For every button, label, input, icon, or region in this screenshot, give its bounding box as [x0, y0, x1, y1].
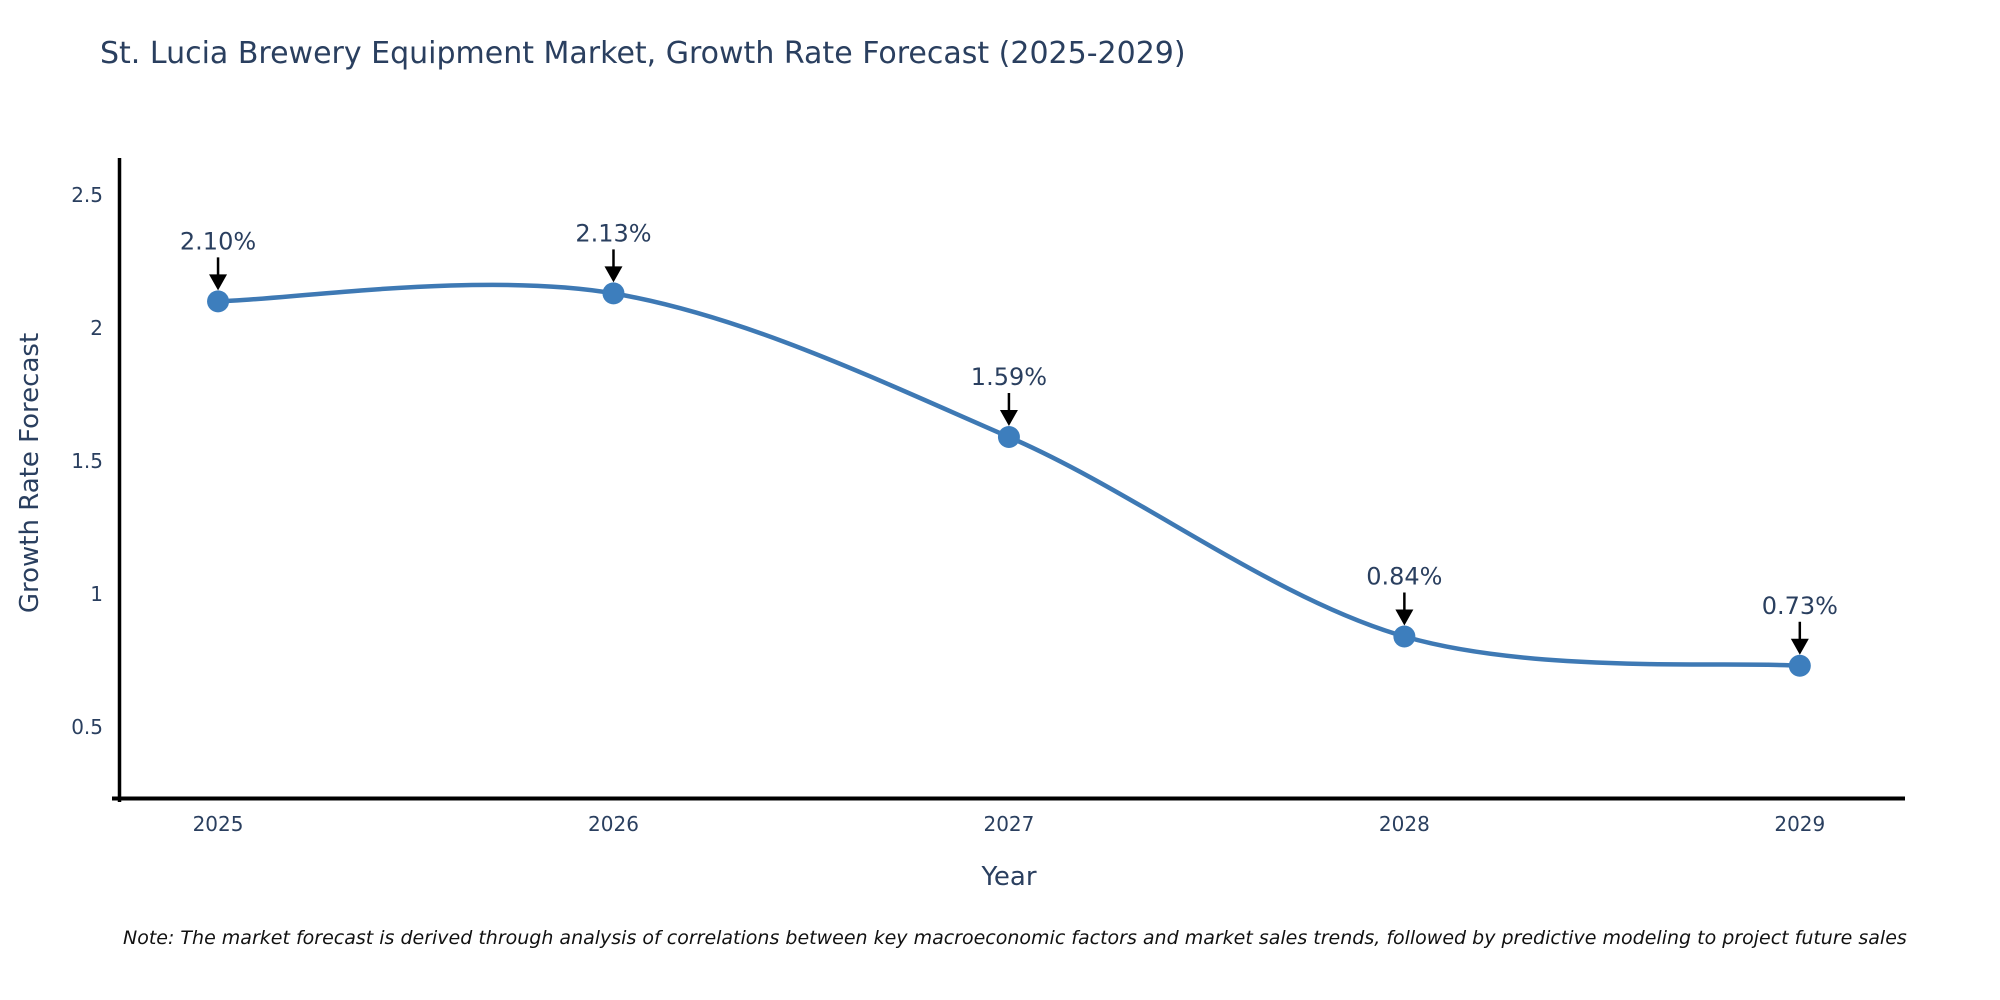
plot-area: 0.5 1 1.5 2 2.5 2025 2026 2027 2028 2029 2.10% 2.13…	[71, 158, 1905, 836]
annotation-arrowhead-icon	[209, 274, 228, 291]
data-point-marker-2025[interactable]	[207, 290, 230, 313]
x-axis-title: Year	[981, 862, 1037, 892]
y-tick-label: 2.5	[71, 183, 103, 207]
x-tick-label: 2029	[1774, 812, 1825, 836]
x-tick-label: 2026	[588, 812, 639, 836]
y-tick-label: 1	[90, 582, 103, 606]
y-tick-label: 0.5	[71, 715, 103, 739]
chart-title: St. Lucia Brewery Equipment Market, Grow…	[100, 36, 1186, 71]
trend-line	[215, 282, 1803, 669]
data-point-marker-2028[interactable]	[1393, 625, 1416, 648]
x-tick-label: 2028	[1379, 812, 1430, 836]
data-point-label: 2.13%	[575, 219, 651, 247]
data-point-marker-2027[interactable]	[997, 426, 1020, 449]
data-point-label: 2.10%	[180, 227, 256, 255]
footnote: Note: The market forecast is derived thr…	[123, 927, 1907, 949]
x-tick-label: 2027	[983, 812, 1034, 836]
y-tick-label: 1.5	[71, 449, 103, 473]
data-point-marker-2026[interactable]	[602, 282, 625, 305]
annotation-arrowhead-icon	[999, 410, 1018, 427]
annotation-arrowhead-icon	[1395, 609, 1414, 626]
data-point-label: 0.84%	[1366, 563, 1442, 591]
x-tick-label: 2025	[193, 812, 244, 836]
data-point-label: 0.73%	[1762, 592, 1838, 620]
y-tick-label: 2	[90, 316, 103, 340]
annotation-arrowhead-icon	[1790, 638, 1809, 655]
data-point-label: 1.59%	[971, 363, 1047, 391]
annotation-arrowhead-icon	[604, 266, 623, 283]
data-point-marker-2029[interactable]	[1788, 654, 1811, 677]
